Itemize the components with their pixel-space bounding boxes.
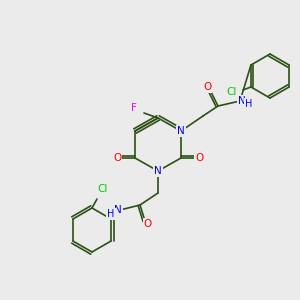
Text: O: O bbox=[203, 82, 211, 92]
Text: H: H bbox=[107, 209, 115, 219]
Text: N: N bbox=[114, 205, 122, 215]
Text: F: F bbox=[131, 103, 137, 113]
Text: H: H bbox=[245, 99, 253, 109]
Text: Cl: Cl bbox=[98, 184, 108, 194]
Text: N: N bbox=[154, 166, 162, 176]
Text: N: N bbox=[238, 96, 246, 106]
Text: Cl: Cl bbox=[227, 87, 237, 97]
Text: O: O bbox=[113, 153, 121, 163]
Text: O: O bbox=[195, 153, 203, 163]
Text: N: N bbox=[177, 126, 185, 136]
Text: O: O bbox=[144, 219, 152, 229]
